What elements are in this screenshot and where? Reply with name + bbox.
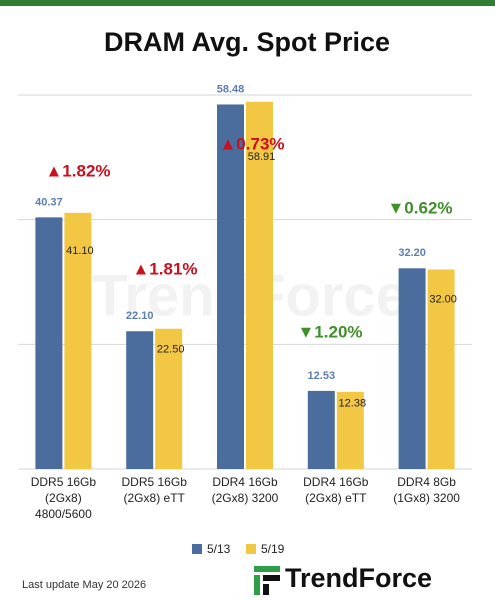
value-label: 12.53 (308, 370, 336, 382)
x-tick-label: DDR5 16Gb (31, 475, 97, 489)
value-label: 22.10 (126, 310, 154, 322)
bar (126, 331, 154, 469)
logo-text: TrendForce (285, 563, 432, 593)
annotation: ▲0.73% (219, 134, 284, 153)
bar (35, 217, 63, 469)
annotation: ▲1.81% (132, 259, 197, 278)
bar (398, 268, 426, 469)
value-label: 58.48 (217, 83, 245, 95)
legend-swatch (246, 544, 256, 554)
value-label: 32.00 (429, 293, 457, 305)
x-tick-label: (2Gx8) eTT (124, 491, 186, 505)
legend-label: 5/13 (207, 542, 231, 556)
footer: Last update May 20 2026 (22, 579, 146, 591)
x-tick-label: DDR4 16Gb (303, 475, 369, 489)
x-tick-label: DDR5 16Gb (122, 475, 188, 489)
annotation: ▼0.62% (387, 198, 452, 217)
x-tick-label: DDR4 16Gb (212, 475, 278, 489)
bar (155, 328, 183, 469)
chart-title: DRAM Avg. Spot Price (104, 27, 390, 57)
bar (427, 269, 455, 469)
value-label: 41.10 (66, 245, 94, 257)
annotation: ▲1.82% (45, 161, 110, 180)
top-bar (0, 0, 495, 6)
value-label: 12.38 (339, 397, 367, 409)
value-label: 40.37 (35, 196, 63, 208)
bar (246, 101, 273, 469)
x-tick-label: (1Gx8) 3200 (393, 491, 460, 505)
x-tick-label: (2Gx8) eTT (305, 491, 367, 505)
legend-swatch (192, 544, 202, 554)
annotation: ▼1.20% (297, 322, 362, 341)
x-tick-label: (2Gx8) (45, 491, 82, 505)
logo-icon (254, 566, 280, 595)
bar (64, 212, 92, 469)
legend-label: 5/19 (261, 542, 285, 556)
bar (336, 391, 364, 469)
x-tick-label: 4800/5600 (35, 507, 92, 521)
x-tick-label: (2Gx8) 3200 (212, 491, 279, 505)
value-label: 58.91 (248, 151, 276, 163)
bar (217, 104, 244, 469)
x-tick-label: DDR4 8Gb (397, 475, 456, 489)
value-label: 32.20 (398, 247, 426, 259)
value-label: 22.50 (157, 344, 185, 356)
bar (307, 390, 335, 469)
